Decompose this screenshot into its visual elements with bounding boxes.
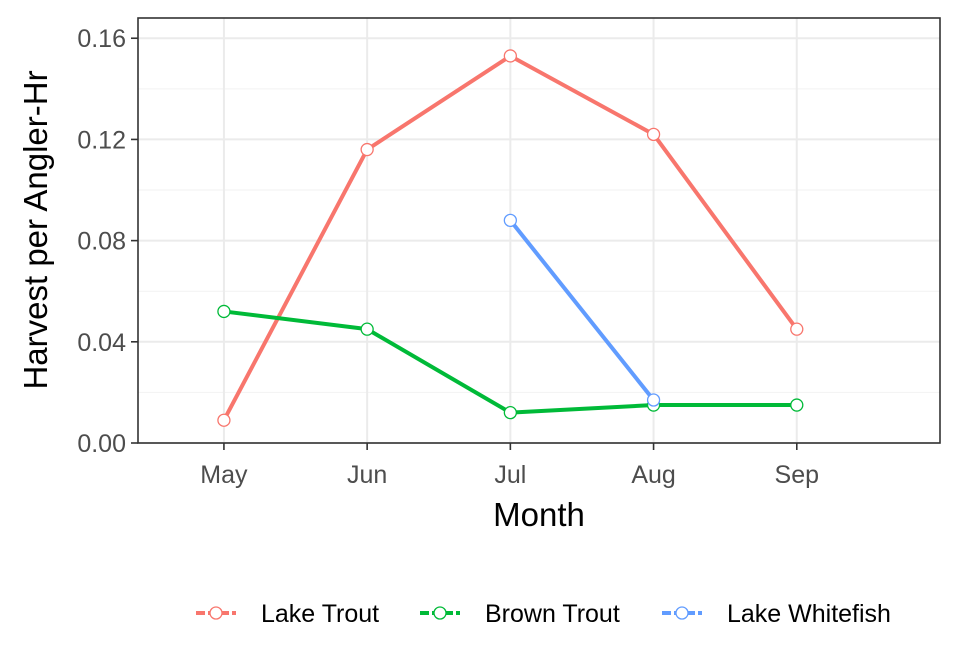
data-point — [646, 127, 661, 142]
x-axis-tick-labels: May Jun Jul Aug Sep — [200, 461, 819, 489]
plot-panel-border — [137, 17, 941, 444]
data-point — [503, 49, 518, 63]
y-tick-label: 0.08 — [77, 228, 126, 256]
series-layer — [217, 49, 804, 427]
legend-item-lake-whitefish: Lake Whitefish — [662, 600, 891, 628]
x-axis-title: Month — [493, 496, 585, 533]
series-line — [508, 219, 656, 402]
x-tick-label: Aug — [631, 461, 675, 489]
legend: Lake Trout Brown Trout Lake Whitefish — [196, 600, 891, 628]
minor-gridlines — [138, 88, 940, 393]
y-tick-label: 0.00 — [77, 430, 126, 458]
legend-key-point — [209, 606, 223, 620]
x-tick-label: Jul — [494, 461, 526, 489]
legend-item-lake-trout: Lake Trout — [196, 600, 379, 628]
data-point — [217, 413, 231, 427]
data-point — [503, 405, 518, 420]
y-tick-label: 0.04 — [77, 329, 126, 357]
data-point — [790, 322, 804, 336]
data-point — [646, 393, 661, 407]
axis-ticks — [131, 37, 798, 450]
legend-label: Brown Trout — [485, 600, 620, 628]
data-point — [217, 304, 231, 319]
legend-key-point — [433, 606, 447, 620]
data-point — [360, 142, 374, 157]
data-point — [503, 213, 518, 228]
legend-key-point — [675, 606, 689, 620]
series-lake-whitefish — [503, 213, 661, 407]
legend-item-brown-trout: Brown Trout — [420, 600, 620, 628]
legend-label: Lake Trout — [261, 600, 379, 628]
x-tick-label: Jun — [347, 461, 387, 489]
data-point — [360, 322, 374, 336]
data-point — [790, 398, 804, 412]
x-tick-label: May — [200, 461, 248, 489]
series-lake-trout — [217, 49, 804, 427]
x-tick-label: Sep — [775, 461, 819, 489]
y-axis-title: Harvest per Angler-Hr — [17, 70, 54, 389]
legend-label: Lake Whitefish — [727, 600, 891, 628]
y-tick-label: 0.12 — [77, 126, 126, 154]
y-axis-tick-labels: 0.00 0.04 0.08 0.12 0.16 — [77, 25, 126, 458]
y-tick-label: 0.16 — [77, 25, 126, 53]
